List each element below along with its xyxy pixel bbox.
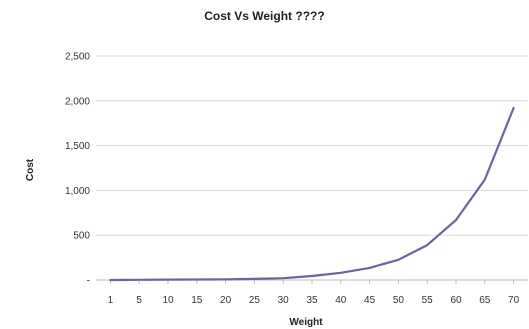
- x-tick-label: 30: [278, 295, 290, 306]
- y-tick-label: 2,000: [65, 96, 90, 107]
- x-tick-label: 15: [191, 295, 203, 306]
- x-axis: 1 5 10 15 20 25 30 35 40 45 50 55 60 65 70: [108, 280, 520, 306]
- y-axis: - 500 1,000 1,500 2,000 2,500: [65, 52, 90, 287]
- data-point: [426, 244, 429, 246]
- x-tick-label: 25: [249, 295, 261, 306]
- data-point: [512, 107, 515, 109]
- x-tick-label: 20: [220, 295, 232, 306]
- x-tick-label: 5: [136, 295, 142, 306]
- data-point: [484, 178, 486, 181]
- data-point: [282, 277, 285, 280]
- y-tick-label: 1,500: [65, 141, 90, 152]
- gridlines: [96, 55, 528, 281]
- data-point: [368, 267, 371, 269]
- x-tick-label: 1: [108, 295, 114, 306]
- y-tick-label: 500: [73, 231, 90, 242]
- data-point: [196, 278, 198, 281]
- x-tick-label: 50: [393, 295, 405, 306]
- x-tick-label: 70: [508, 295, 520, 306]
- data-point: [455, 219, 457, 221]
- series-line: [109, 106, 515, 282]
- chart-title: Cost Vs Weight ????: [204, 9, 325, 23]
- y-tick-label: 2,500: [65, 52, 90, 63]
- data-point: [224, 278, 227, 281]
- x-tick-label: 60: [450, 295, 462, 306]
- x-axis-label: Weight: [289, 317, 323, 328]
- data-point: [253, 278, 256, 280]
- data-point: [397, 259, 400, 261]
- data-point: [340, 272, 342, 274]
- x-tick-label: 65: [479, 295, 491, 306]
- y-axis-label: Cost: [25, 158, 36, 181]
- x-tick-label: 40: [335, 295, 347, 306]
- x-tick-label: 35: [306, 295, 318, 306]
- data-point: [311, 275, 313, 277]
- series-layer: [109, 106, 515, 282]
- data-point: [138, 279, 140, 281]
- x-tick-label: 45: [364, 295, 376, 306]
- data-point: [167, 278, 169, 281]
- y-tick-label: 1,000: [65, 186, 90, 197]
- x-tick-label: 55: [422, 295, 434, 306]
- y-tick-label: -: [87, 276, 90, 287]
- data-point: [109, 279, 112, 281]
- x-tick-label: 10: [162, 295, 174, 306]
